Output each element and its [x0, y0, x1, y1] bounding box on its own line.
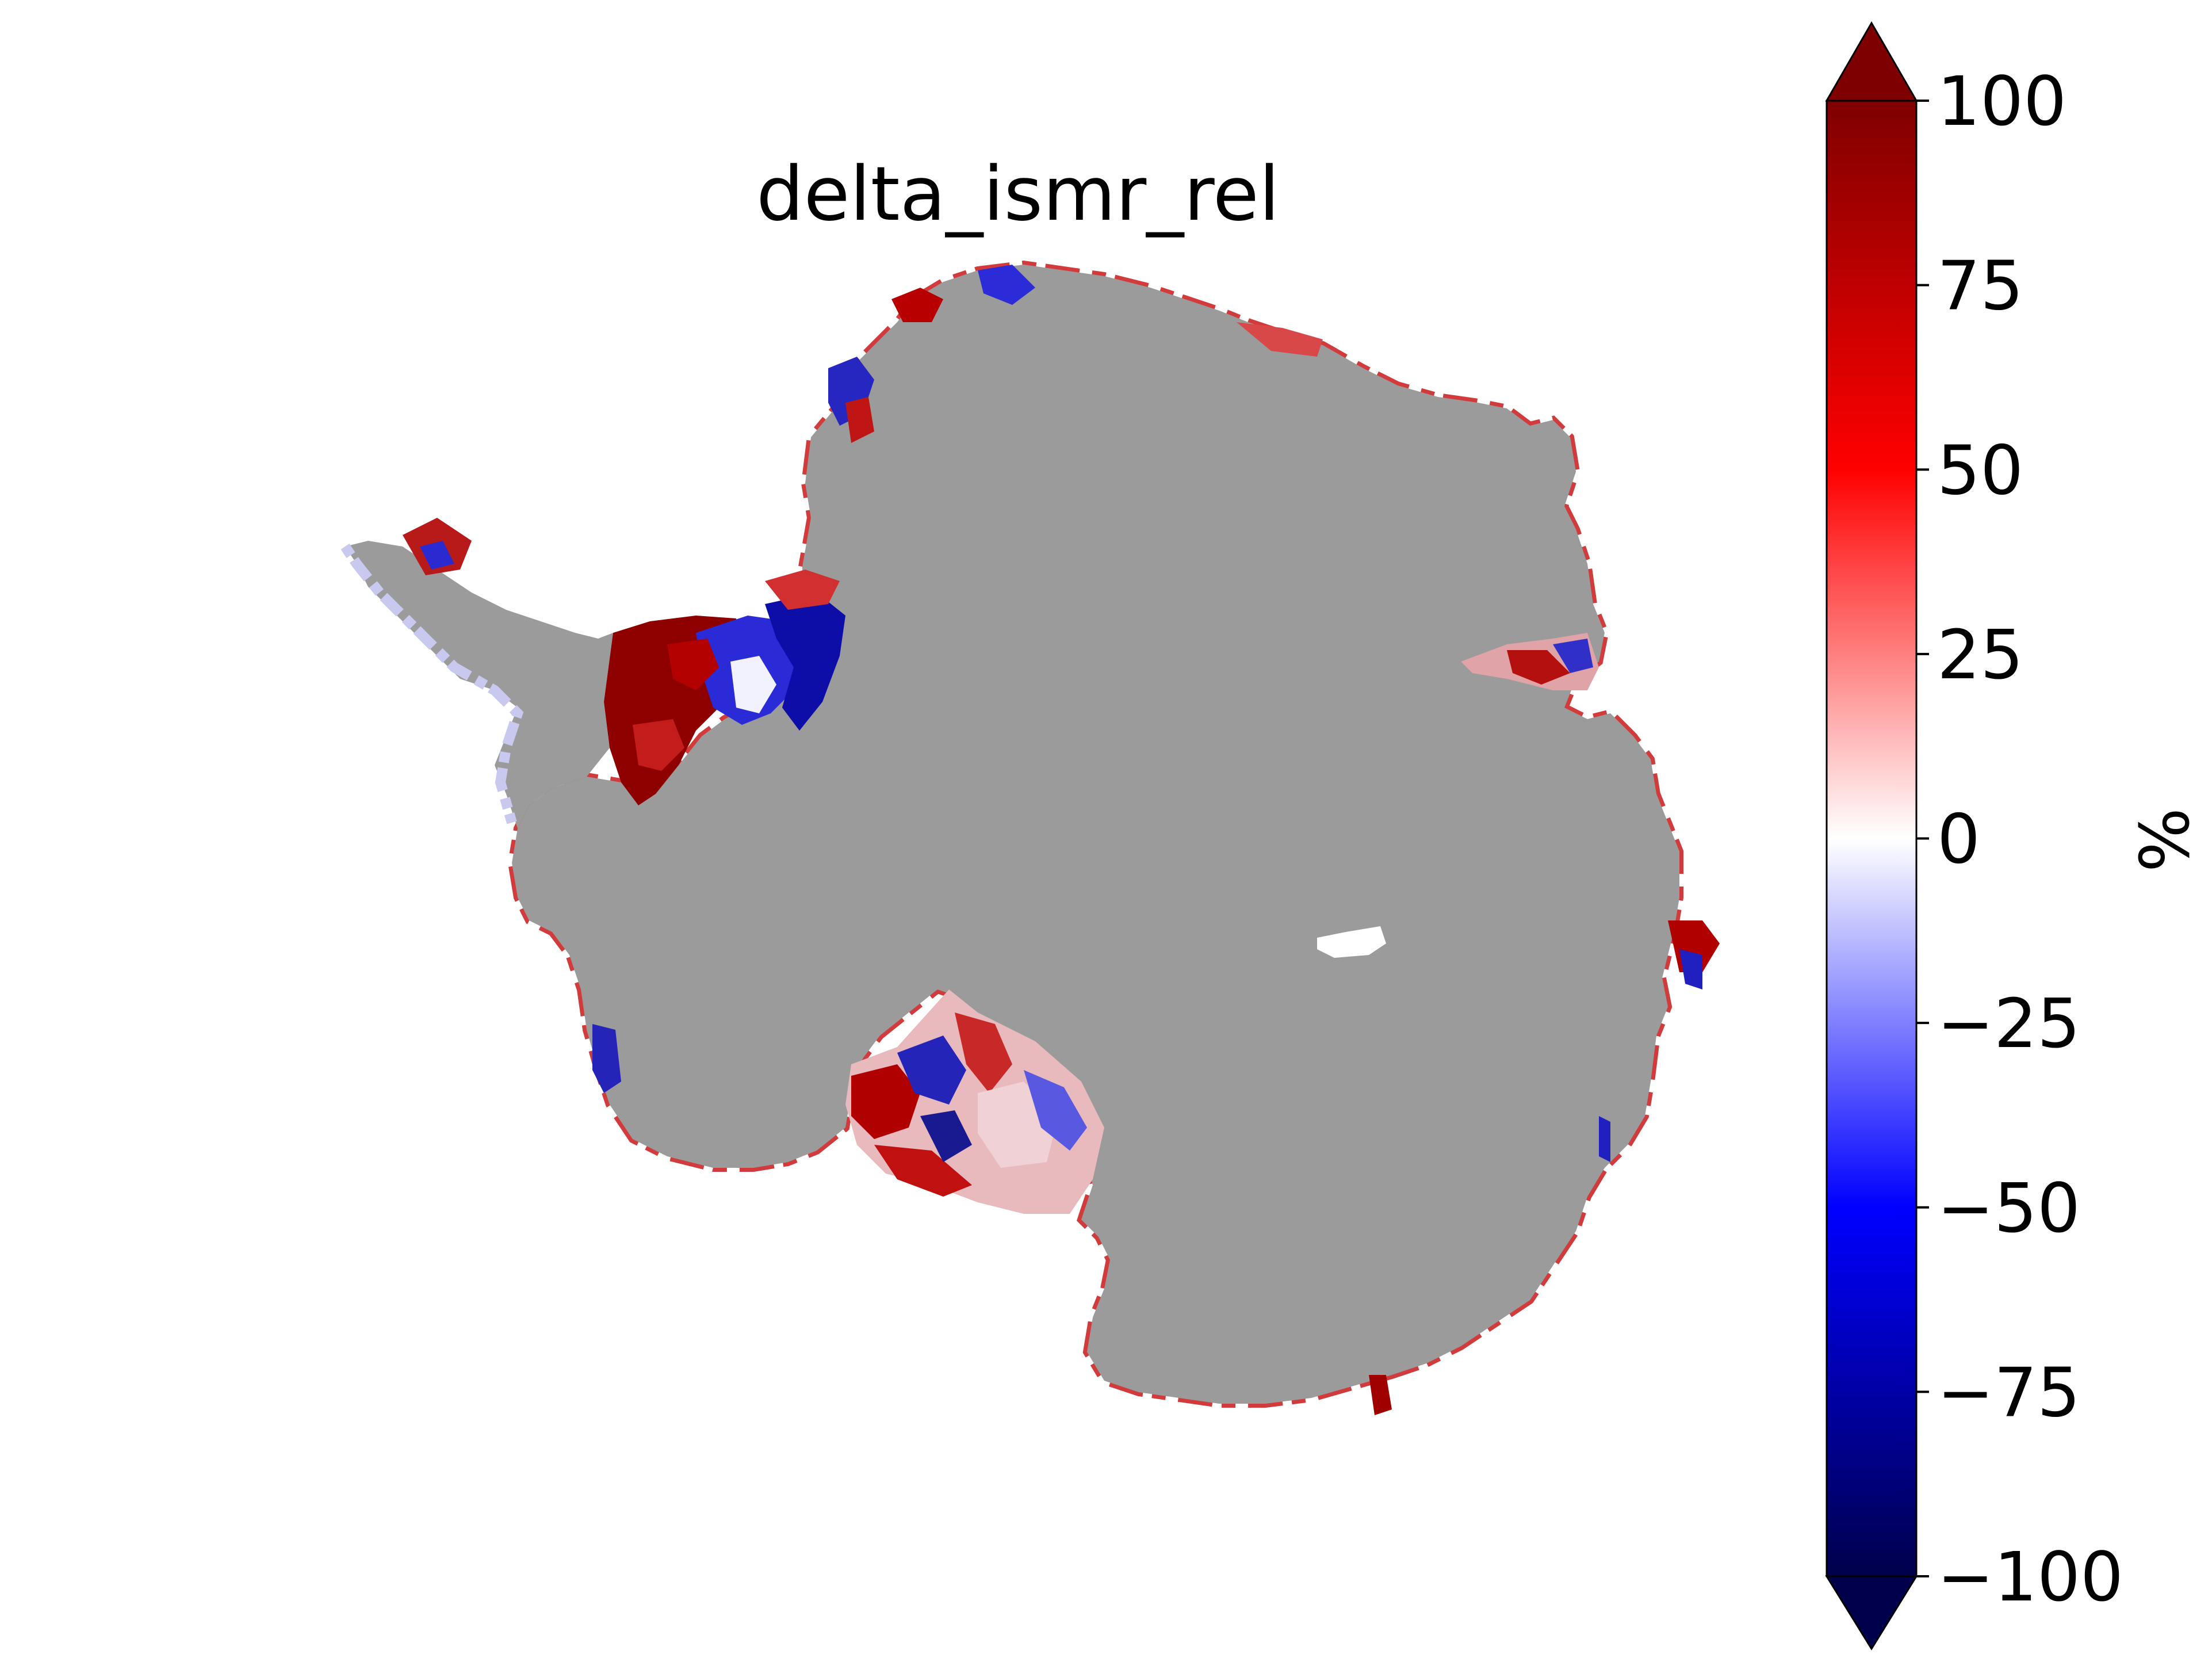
grounded-ice-mask — [512, 265, 1679, 1404]
map-title: delta_ismr_rel — [756, 150, 1280, 238]
colorbar-tick-label: 75 — [1937, 246, 2023, 326]
colorbar-tick-label: −75 — [1937, 1352, 2080, 1432]
colorbar: 100 75 50 25 0 −25 −50 −75 −100 % — [1825, 21, 2205, 1650]
colorbar-tick-label: −50 — [1937, 1168, 2080, 1248]
ronne-filchner-ice-shelf — [604, 570, 845, 805]
colorbar-tick-label: 25 — [1937, 615, 2023, 694]
colorbar-ticks: 100 75 50 25 0 −25 −50 −75 −100 — [1916, 62, 2123, 1617]
colorbar-gradient — [1827, 101, 1916, 1576]
colorbar-tick-label: 50 — [1937, 430, 2023, 510]
ross-ice-shelf — [845, 989, 1104, 1214]
colorbar-tick-label: 0 — [1937, 800, 1980, 879]
antarctica-map — [340, 260, 1720, 1415]
coastal-melt-fragments — [403, 265, 1720, 1415]
colorbar-unit-label: % — [2125, 808, 2205, 872]
colorbar-tick-label: −25 — [1937, 984, 2080, 1063]
amery-ice-shelf — [1461, 633, 1599, 690]
colorbar-tick-label: 100 — [1937, 62, 2066, 141]
colorbar-tick-label: −100 — [1937, 1537, 2123, 1617]
lake-vostok-hole — [1317, 926, 1386, 958]
